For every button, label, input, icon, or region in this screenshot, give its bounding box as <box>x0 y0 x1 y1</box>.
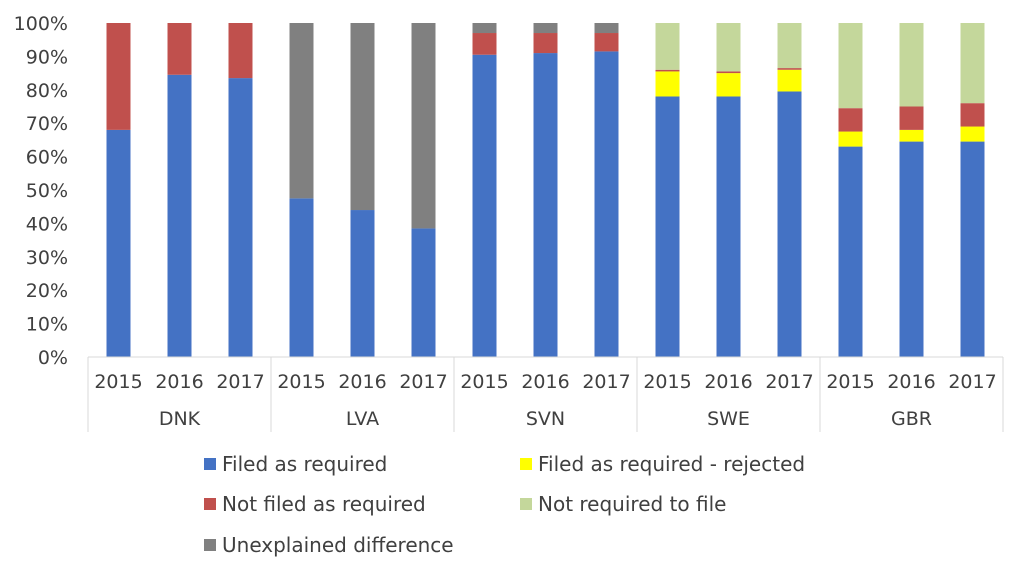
legend-swatch <box>520 458 532 470</box>
bar-segment <box>838 146 863 357</box>
legend-swatch <box>204 539 216 551</box>
x-tick-label-group: SWE <box>707 408 750 430</box>
x-tick-label-year: 2015 <box>277 371 325 393</box>
y-tick-label: 60% <box>26 147 68 169</box>
bar-segment <box>106 23 131 130</box>
bars <box>106 23 985 358</box>
x-tick-label-group: GBR <box>891 408 932 430</box>
y-tick-label: 20% <box>26 280 68 302</box>
x-tick-label-year: 2015 <box>94 371 142 393</box>
y-tick-label: 30% <box>26 247 68 269</box>
x-tick-label-year: 2015 <box>643 371 691 393</box>
legend-label: Not filed as required <box>222 492 426 516</box>
bar-segment <box>960 23 985 104</box>
bar-segment <box>472 33 497 55</box>
y-tick-label: 0% <box>38 347 68 369</box>
bar-segment <box>350 23 375 211</box>
bar-segment <box>838 108 863 132</box>
bar-segment <box>716 23 741 72</box>
bar-segment <box>533 33 558 54</box>
y-tick-label: 80% <box>26 80 68 102</box>
y-axis: 0% 10% 20% 30% 40% 50% 60% 70% 80% 90% 100% <box>14 13 68 369</box>
bar-segment <box>716 96 741 357</box>
bar-segment <box>472 54 497 357</box>
bar-segment <box>960 141 985 357</box>
bar-segment <box>777 23 802 69</box>
x-tick-label-year: 2017 <box>582 371 630 393</box>
x-tick-label-year: 2017 <box>948 371 996 393</box>
legend-swatch <box>520 498 532 510</box>
bar-segment <box>411 23 436 229</box>
bar-segment <box>594 23 619 34</box>
bar-segment <box>167 74 192 358</box>
bar-segment <box>289 198 314 357</box>
legend-swatch <box>204 458 216 470</box>
y-tick-label: 100% <box>14 13 68 35</box>
y-tick-label: 70% <box>26 113 68 135</box>
bar-segment <box>655 69 680 72</box>
bar-segment <box>594 33 619 52</box>
x-tick-label-year: 2016 <box>338 371 386 393</box>
x-tick-label-year: 2015 <box>826 371 874 393</box>
bar-segment <box>228 23 253 79</box>
bar-segment <box>106 129 131 357</box>
bar-segment <box>655 96 680 357</box>
legend-label: Filed as required <box>222 452 387 476</box>
bar-segment <box>899 23 924 107</box>
bar-segment <box>167 23 192 75</box>
bar-segment <box>899 141 924 357</box>
bar-segment <box>655 23 680 70</box>
bar-segment <box>777 68 802 70</box>
bar-segment <box>777 91 802 357</box>
bar-segment <box>350 210 375 357</box>
x-tick-label-year: 2016 <box>704 371 752 393</box>
y-tick-label: 90% <box>26 46 68 68</box>
x-tick-label-year: 2017 <box>765 371 813 393</box>
bar-segment <box>716 73 741 97</box>
x-tick-label-group: DNK <box>159 408 201 430</box>
bar-segment <box>960 126 985 142</box>
legend-label: Not required to file <box>538 492 726 516</box>
bar-segment <box>228 78 253 358</box>
bar-segment <box>716 71 741 74</box>
bar-segment <box>838 131 863 147</box>
bar-segment <box>899 129 924 142</box>
bar-segment <box>899 106 924 130</box>
bar-segment <box>289 23 314 199</box>
bar-segment <box>533 23 558 34</box>
x-tick-label-group: LVA <box>346 408 379 430</box>
bar-segment <box>411 228 436 357</box>
x-tick-label-group: SVN <box>526 408 565 430</box>
bar-segment <box>655 71 680 97</box>
legend-swatch <box>204 498 216 510</box>
bar-segment <box>472 23 497 34</box>
x-tick-label-year: 2016 <box>887 371 935 393</box>
bar-segment <box>960 103 985 127</box>
x-tick-label-year: 2015 <box>460 371 508 393</box>
bar-segment <box>777 69 802 92</box>
legend: Filed as required Filed as required - rej… <box>204 452 805 557</box>
x-tick-label-year: 2017 <box>216 371 264 393</box>
y-tick-label: 10% <box>26 314 68 336</box>
legend-label: Unexplained difference <box>222 533 454 557</box>
legend-label: Filed as required - rejected <box>538 452 805 476</box>
x-tick-label-year: 2017 <box>399 371 447 393</box>
y-tick-label: 50% <box>26 180 68 202</box>
x-tick-label-year: 2016 <box>155 371 203 393</box>
bar-segment <box>838 23 863 109</box>
y-tick-label: 40% <box>26 213 68 235</box>
x-axis: 2015 2016 2017 DNK 2015 2016 2017 LVA 2015 2016 20… <box>87 356 1004 432</box>
bar-segment <box>594 51 619 357</box>
bar-segment <box>533 53 558 358</box>
x-tick-label-year: 2016 <box>521 371 569 393</box>
